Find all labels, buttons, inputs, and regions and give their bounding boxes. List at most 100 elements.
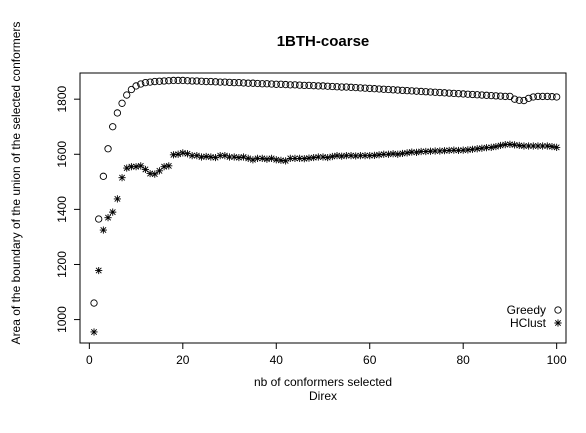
- data-point-hclust: [188, 152, 196, 160]
- data-point-greedy: [487, 91, 495, 100]
- data-point-greedy: [267, 80, 276, 88]
- data-point-greedy: [398, 86, 407, 95]
- data-point-greedy: [380, 85, 388, 93]
- data-point-greedy: [417, 87, 425, 96]
- data-point-hclust: [431, 147, 439, 155]
- data-point-greedy: [179, 76, 187, 85]
- data-point-greedy: [230, 78, 238, 87]
- data-point-hclust: [478, 144, 486, 152]
- data-point-greedy: [375, 85, 383, 93]
- legend-marker-greedy: [554, 306, 562, 314]
- data-point-hclust: [118, 174, 126, 182]
- data-point-greedy: [506, 92, 514, 101]
- x-tick-label: 100: [547, 353, 567, 367]
- y-tick-label: 1000: [55, 306, 69, 333]
- y-tick-label: 1600: [55, 141, 69, 168]
- data-point-greedy: [132, 82, 140, 90]
- data-point-greedy: [305, 81, 313, 90]
- data-point-greedy: [258, 80, 266, 88]
- data-point-greedy: [482, 91, 491, 99]
- data-point-hclust: [459, 146, 467, 154]
- data-point-hclust: [263, 155, 271, 163]
- data-point-hclust: [319, 153, 327, 161]
- data-point-hclust: [258, 154, 266, 163]
- x-tick-label: 0: [86, 353, 93, 367]
- data-point-greedy: [249, 79, 257, 87]
- data-point-greedy: [436, 88, 444, 97]
- data-point-greedy: [95, 215, 103, 223]
- data-point-hclust: [267, 154, 276, 163]
- data-point-hclust: [146, 169, 154, 178]
- data-point-hclust: [90, 328, 98, 336]
- data-point-greedy: [468, 90, 477, 99]
- data-point-greedy: [403, 86, 411, 95]
- data-point-hclust: [202, 152, 210, 161]
- data-point-hclust: [95, 266, 103, 275]
- data-point-hclust: [525, 142, 533, 150]
- data-point-greedy: [464, 90, 472, 98]
- data-point-greedy: [225, 78, 234, 87]
- data-point-hclust: [296, 154, 304, 163]
- data-point-hclust: [127, 163, 136, 171]
- data-point-hclust: [422, 147, 430, 156]
- data-point-greedy: [90, 299, 98, 307]
- data-point-hclust: [197, 153, 206, 161]
- data-point-hclust: [151, 170, 159, 178]
- data-point-greedy: [366, 84, 374, 93]
- data-point-greedy: [141, 78, 150, 87]
- data-point-hclust: [492, 142, 500, 151]
- data-point-hclust: [249, 156, 257, 164]
- data-point-greedy: [501, 92, 509, 101]
- data-point-hclust: [286, 154, 294, 163]
- data-point-hclust: [473, 145, 481, 153]
- data-point-hclust: [113, 195, 121, 203]
- data-point-greedy: [314, 82, 322, 90]
- data-point-hclust: [328, 152, 336, 161]
- data-point-greedy: [202, 77, 210, 86]
- data-point-greedy: [338, 83, 346, 91]
- data-point-hclust: [155, 167, 164, 175]
- data-point-hclust: [272, 156, 280, 164]
- data-point-hclust: [380, 150, 388, 158]
- data-point-hclust: [239, 153, 248, 161]
- data-point-hclust: [539, 142, 547, 150]
- data-point-greedy: [160, 77, 168, 85]
- data-point-greedy: [295, 81, 304, 89]
- data-point-hclust: [436, 147, 444, 155]
- data-point-hclust: [99, 226, 107, 234]
- data-point-hclust: [440, 147, 449, 155]
- data-point-greedy: [324, 82, 332, 90]
- data-point-hclust: [553, 143, 561, 151]
- data-point-greedy: [342, 83, 351, 91]
- data-point-hclust: [141, 165, 150, 174]
- data-point-greedy: [328, 82, 336, 91]
- axes-layer: 0 20 40 60 80 100 1000 1200 1400 1600 1800: [55, 86, 567, 367]
- data-point-greedy: [553, 93, 561, 101]
- data-point-hclust: [515, 141, 523, 150]
- data-point-greedy: [239, 79, 248, 87]
- data-point-greedy: [165, 77, 173, 85]
- data-point-greedy: [454, 90, 463, 98]
- plot-frame: [79, 72, 567, 344]
- data-point-hclust: [450, 146, 458, 154]
- data-points-layer: [90, 76, 561, 336]
- data-point-greedy: [450, 89, 458, 98]
- data-point-greedy: [352, 83, 360, 92]
- data-point-hclust: [347, 152, 355, 160]
- data-point-hclust: [398, 149, 407, 158]
- data-point-hclust: [482, 144, 491, 152]
- data-point-greedy: [370, 85, 379, 93]
- data-point-hclust: [169, 151, 178, 159]
- data-point-greedy: [394, 86, 402, 94]
- data-point-hclust: [366, 152, 374, 160]
- data-point-hclust: [104, 214, 112, 222]
- data-point-greedy: [127, 85, 136, 94]
- data-point-greedy: [183, 77, 192, 85]
- data-point-greedy: [319, 82, 327, 90]
- data-point-hclust: [445, 146, 453, 155]
- data-point-hclust: [300, 155, 308, 163]
- data-point-hclust: [506, 140, 514, 148]
